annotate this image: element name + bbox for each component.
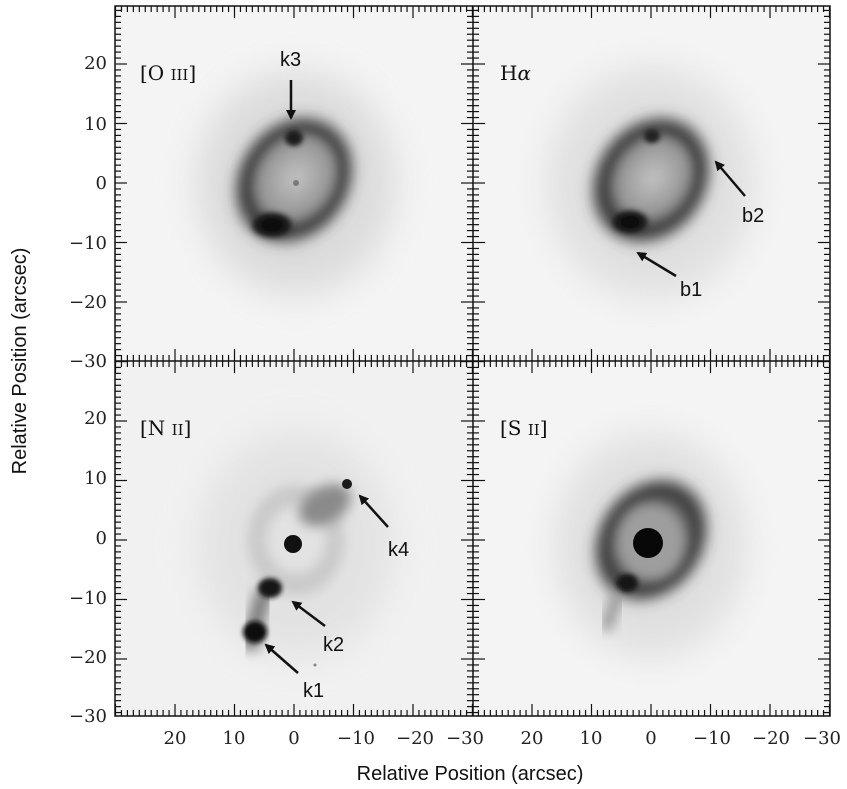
annotation-b1: b1 xyxy=(680,279,702,301)
x-tick-label: −20 xyxy=(752,728,790,749)
x-tick-label: −20 xyxy=(396,728,434,749)
panel-label-halpha: Hα xyxy=(500,61,531,85)
y-tick-label: −10 xyxy=(69,233,107,254)
annotation-b2: b2 xyxy=(742,205,764,227)
y-tick-label: 0 xyxy=(96,528,107,549)
x-tick-label: 10 xyxy=(580,728,603,749)
x-axis-title: Relative Position (arcsec) xyxy=(357,763,584,785)
y-tick-label: 0 xyxy=(96,173,107,194)
panel-oiii xyxy=(115,6,473,361)
annotation-k2: k2 xyxy=(323,634,344,656)
y-tick-label: 20 xyxy=(84,408,107,429)
x-tick-labels-right: 20 10 0 −10 −20 −30 xyxy=(521,728,841,749)
y-tick-label: 10 xyxy=(84,114,107,135)
panel-halpha xyxy=(473,6,830,361)
x-tick-label: 20 xyxy=(521,728,544,749)
y-tick-label: −10 xyxy=(69,588,107,609)
x-tick-label: −10 xyxy=(337,728,375,749)
arrow-k4 xyxy=(358,494,389,528)
panel-nii xyxy=(115,361,473,716)
annotation-k4: k4 xyxy=(388,539,409,561)
arrow-k2 xyxy=(291,600,326,627)
x-tick-label: −30 xyxy=(446,728,484,749)
axis-ticks xyxy=(114,6,831,716)
x-tick-label: 0 xyxy=(288,728,299,749)
arrow-b2 xyxy=(714,160,746,197)
x-tick-label: 20 xyxy=(164,728,187,749)
y-tick-labels-top: 20 10 0 −10 −20 −30 xyxy=(69,53,107,372)
y-tick-label: 20 xyxy=(84,53,107,74)
y-tick-label: 10 xyxy=(84,468,107,489)
y-tick-label: −20 xyxy=(69,292,107,313)
x-tick-label: 0 xyxy=(645,728,656,749)
x-tick-label: −30 xyxy=(803,728,841,749)
x-tick-label: −10 xyxy=(693,728,731,749)
panel-label-nii: [N II] xyxy=(140,416,191,440)
x-tick-label: 10 xyxy=(223,728,246,749)
y-tick-label: −30 xyxy=(69,351,107,372)
y-tick-labels-bottom: 20 10 0 −10 −20 −30 xyxy=(69,408,107,727)
annotation-k1: k1 xyxy=(303,680,324,702)
y-axis-title: Relative Position (arcsec) xyxy=(9,248,31,475)
arrow-b1 xyxy=(636,251,677,278)
annotation-k3: k3 xyxy=(280,49,301,71)
x-tick-labels-left: 20 10 0 −10 −20 −30 xyxy=(164,728,484,749)
y-tick-label: −20 xyxy=(69,647,107,668)
panel-label-sii: [S II] xyxy=(500,416,548,440)
panel-label-oiii: [O III] xyxy=(140,61,196,85)
panel-sii xyxy=(473,361,830,716)
y-tick-label: −30 xyxy=(69,706,107,727)
arrow-k1 xyxy=(264,643,299,674)
annotations: k3 b2 b1 k4 k2 k1 xyxy=(264,49,764,702)
